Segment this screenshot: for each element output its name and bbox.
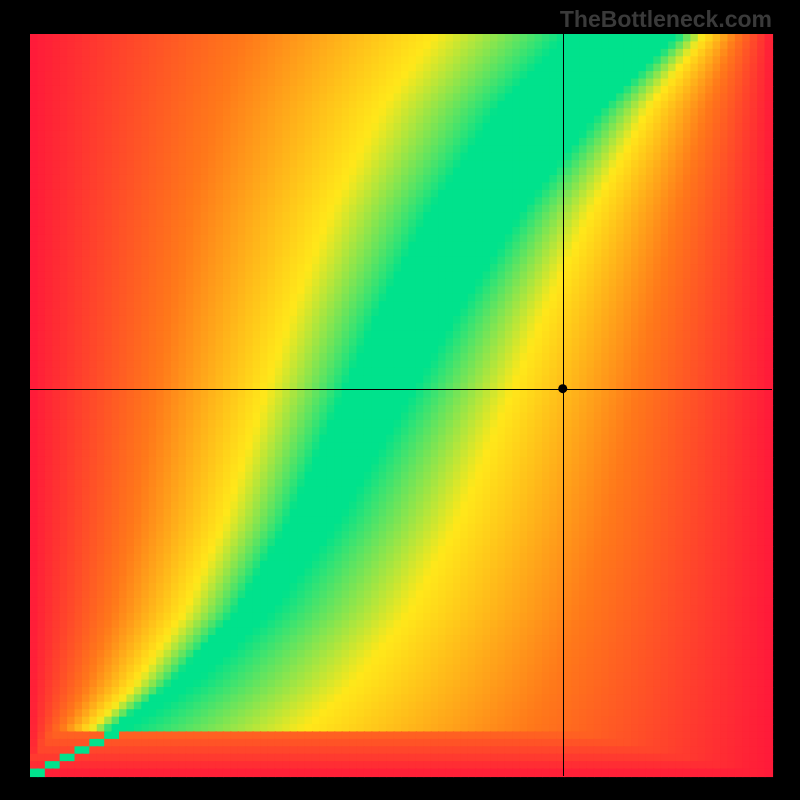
bottleneck-heatmap bbox=[0, 0, 800, 800]
watermark-text: TheBottleneck.com bbox=[560, 6, 772, 33]
chart-container: TheBottleneck.com bbox=[0, 0, 800, 800]
